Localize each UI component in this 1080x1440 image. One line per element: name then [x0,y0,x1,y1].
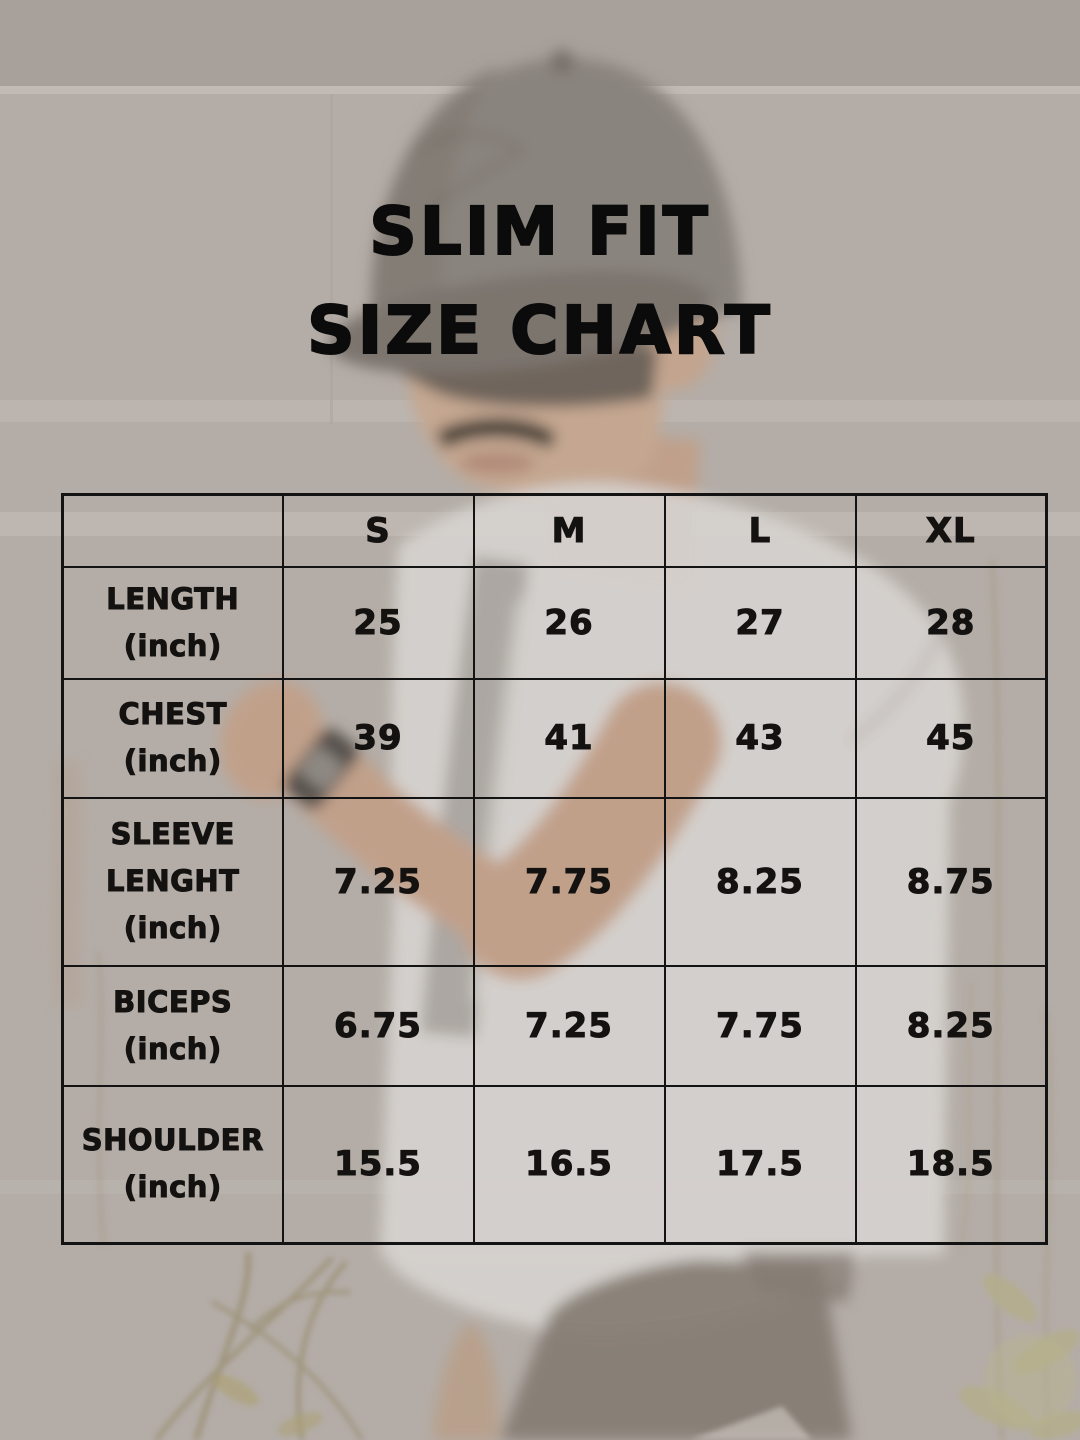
cell-shoulder-s: 15.5 [281,1084,475,1245]
cell-sleeve-xl: 8.75 [854,796,1048,967]
cell-length-s: 25 [281,565,475,680]
cell-length-l: 27 [663,565,857,680]
cell-chest-l: 43 [663,677,857,799]
cell-sleeve-l: 8.25 [663,796,857,967]
cell-chest-s: 39 [281,677,475,799]
cell-shoulder-m: 16.5 [472,1084,666,1245]
corner-cell [61,493,284,568]
cell-chest-m: 41 [472,677,666,799]
col-header-m: M [472,493,666,568]
cell-biceps-xl: 8.25 [854,964,1048,1087]
table-row-shoulder: SHOULDER (inch) 15.5 16.5 17.5 18.5 [61,1084,1048,1245]
table-row-biceps: BICEPS (inch) 6.75 7.25 7.75 8.25 [61,964,1048,1087]
row-label-biceps: BICEPS (inch) [61,964,284,1087]
table-row-sleeve-length: SLEEVE LENGHT (inch) 7.25 7.75 8.25 8.75 [61,796,1048,967]
row-label-shoulder: SHOULDER (inch) [61,1084,284,1245]
cell-biceps-s: 6.75 [281,964,475,1087]
page-title: SLIM FIT SIZE CHART [0,182,1080,380]
cell-shoulder-l: 17.5 [663,1084,857,1245]
table-header-row: S M L XL [61,493,1048,568]
cell-length-m: 26 [472,565,666,680]
row-label-chest: CHEST (inch) [61,677,284,799]
cell-shoulder-xl: 18.5 [854,1084,1048,1245]
col-header-s: S [281,493,475,568]
row-label-sleeve-length: SLEEVE LENGHT (inch) [61,796,284,967]
title-line-2: SIZE CHART [306,291,773,370]
cell-chest-xl: 45 [854,677,1048,799]
cell-sleeve-s: 7.25 [281,796,475,967]
col-header-l: L [663,493,857,568]
row-label-length: LENGTH (inch) [61,565,284,680]
size-chart-table: S M L XL LENGTH (inch) 25 26 27 28 CHEST… [61,493,1048,1245]
cell-sleeve-m: 7.75 [472,796,666,967]
cell-biceps-l: 7.75 [663,964,857,1087]
title-line-1: SLIM FIT [368,192,711,271]
col-header-xl: XL [854,493,1048,568]
cell-length-xl: 28 [854,565,1048,680]
table-row-length: LENGTH (inch) 25 26 27 28 [61,565,1048,680]
table-row-chest: CHEST (inch) 39 41 43 45 [61,677,1048,799]
cell-biceps-m: 7.25 [472,964,666,1087]
